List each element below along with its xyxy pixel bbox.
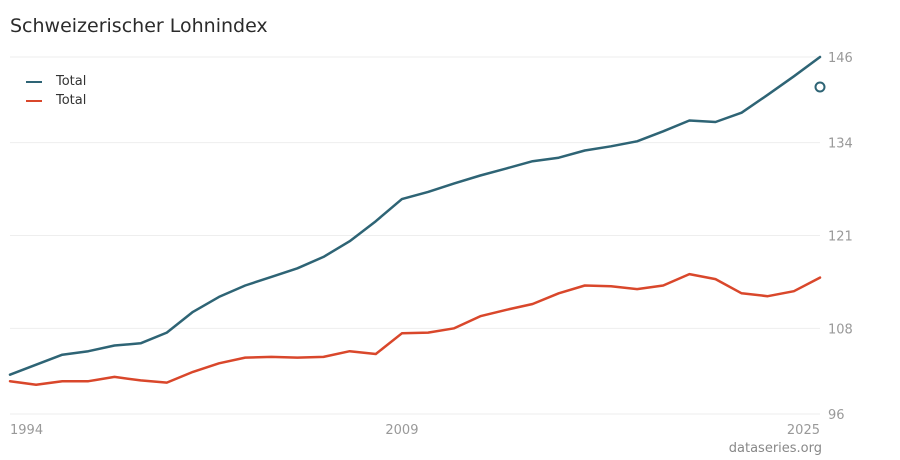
series-line-2 [8, 272, 822, 386]
x-tick-label: 1994 [10, 423, 43, 438]
series-line-1 [8, 55, 822, 376]
y-tick-label: 108 [828, 322, 853, 337]
y-tick-label: 121 [828, 230, 853, 245]
legend-swatch-series-1 [26, 80, 42, 83]
legend-item-series-1[interactable]: Total [26, 72, 86, 91]
y-tick-label: 134 [828, 137, 853, 152]
y-tick-label: 146 [828, 51, 853, 66]
x-tick-label: 2009 [385, 423, 418, 438]
y-tick-label: 96 [828, 408, 845, 423]
y-axis-ticks: 146 134 121 108 96 [828, 51, 853, 423]
source-watermark: dataseries.org [728, 441, 822, 456]
legend: Total Total [26, 72, 86, 110]
legend-item-series-2[interactable]: Total [26, 91, 86, 110]
series-lines [8, 55, 826, 386]
chart-title: Schweizerischer Lohnindex [10, 15, 268, 37]
legend-label-series-2: Total [56, 93, 87, 108]
legend-label-series-1: Total [56, 74, 87, 89]
gridlines [10, 56, 820, 415]
legend-swatch-series-2 [26, 99, 42, 102]
x-tick-label: 2025 [787, 423, 820, 438]
x-axis-ticks: 1994 2009 2025 [10, 423, 820, 438]
series-1-end-marker [814, 81, 826, 93]
